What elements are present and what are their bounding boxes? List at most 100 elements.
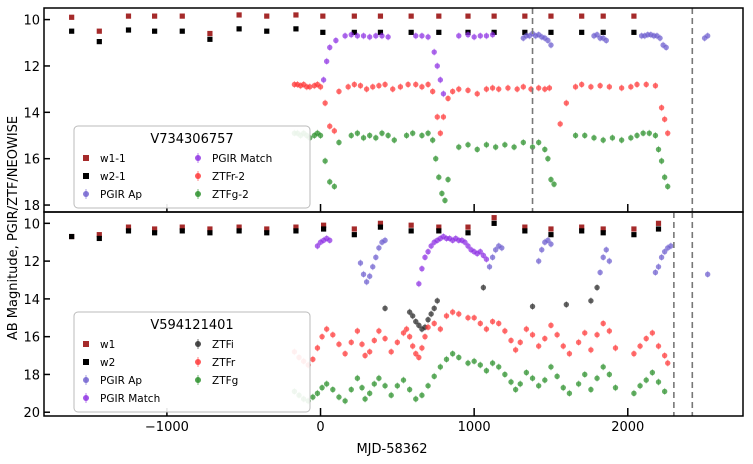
data-point [511,144,517,150]
data-point [465,224,471,230]
data-point [416,354,422,361]
data-point [657,35,663,41]
data-point [406,386,413,393]
data-point [566,350,573,357]
data-point [474,91,480,97]
data-point [394,339,401,346]
series-w1-1 [69,12,637,37]
data-point [400,377,407,383]
data-point [179,228,185,234]
data-point [649,369,656,376]
data-point [523,326,530,332]
data-point [406,309,413,315]
data-point [643,377,649,383]
data-point [442,197,448,204]
data-point [631,390,637,397]
data-point [492,144,499,150]
data-point [522,228,528,234]
data-point [410,130,416,136]
data-point [354,328,361,334]
data-point [640,130,646,136]
data-point [357,82,364,89]
data-point [474,146,480,153]
data-point [419,132,425,139]
data-point [480,284,487,291]
data-point [360,271,367,278]
data-point [405,81,411,88]
data-point [545,37,551,44]
y-tick-label: 10 [23,217,40,232]
data-point [373,254,379,261]
data-point [320,29,326,35]
data-point [582,371,588,378]
data-point [327,237,333,244]
data-point [465,230,471,236]
data-point [436,224,442,230]
data-point [236,224,242,230]
data-point [69,28,75,34]
data-point [465,360,471,366]
data-point [591,135,597,141]
data-point [618,137,625,143]
data-point [496,320,502,327]
data-point [456,86,462,92]
data-point [310,394,316,400]
legend-label: ZTFg [212,375,238,387]
data-point [465,315,471,321]
legend-marker [195,341,201,347]
data-point [572,132,579,139]
data-point [179,13,185,19]
data-point [594,31,600,38]
data-point [327,123,333,129]
legend-label: PGIR Match [100,393,160,405]
data-point [588,84,594,90]
data-point [572,84,579,90]
data-point [366,390,373,397]
data-point [631,232,637,238]
data-point [348,339,354,346]
data-point [236,228,242,234]
data-point [429,137,436,143]
data-point [606,84,613,90]
data-point [548,241,554,247]
data-point [363,279,370,285]
data-point [351,81,358,88]
data-point [652,132,659,139]
data-point [502,328,508,334]
data-point [388,349,394,355]
data-point [600,320,606,327]
data-point [436,174,442,180]
data-point [322,100,328,106]
data-point [413,318,419,325]
data-point [439,190,445,197]
data-point [371,337,377,344]
data-point [207,230,213,236]
data-point [652,269,659,276]
data-point [342,398,348,404]
data-point [152,28,158,34]
data-point [327,179,333,185]
data-point [465,87,471,93]
data-point [373,33,379,39]
legend-marker [83,377,89,383]
data-point [413,81,419,88]
data-point [264,13,270,19]
data-point [377,220,384,226]
bottom-panel: 10 12 14 16 18 20 −1000 0 1000 2000 V594121401 w1 w2… [23,211,744,435]
data-point [449,309,456,315]
data-point [471,34,477,40]
data-point [600,13,606,19]
data-point [408,29,414,35]
data-point [600,137,606,143]
y-tick-label: 12 [23,255,40,270]
series-pgir-ap [520,30,711,51]
data-point [631,29,637,35]
data-point [499,245,505,251]
data-point [578,81,585,88]
y-tick-label: 14 [23,106,40,121]
data-point [489,318,496,325]
top-legend: V734306757 w1-1 w2-1 PGIR Ap PGIR Match ZTFr-… [73,125,311,209]
data-point [465,243,471,249]
data-point [582,132,588,139]
data-point [502,371,508,378]
